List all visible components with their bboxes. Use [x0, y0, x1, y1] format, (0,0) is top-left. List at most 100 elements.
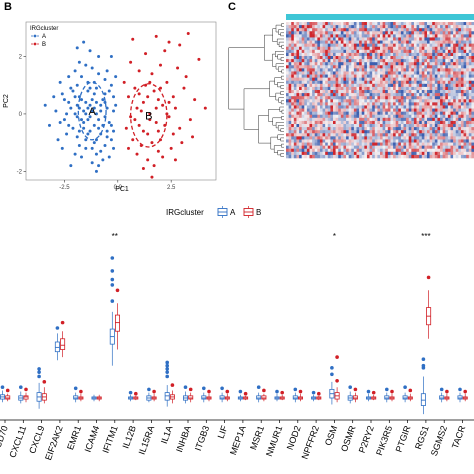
heatmap-cell — [387, 49, 391, 54]
heatmap-cell — [327, 46, 331, 51]
heatmap-cell — [447, 148, 451, 153]
heatmap-cell — [387, 151, 391, 156]
heatmap-cell — [372, 31, 376, 35]
pca-ellipse-b — [129, 83, 168, 148]
heatmap-cell — [419, 124, 423, 128]
heatmap-cell — [369, 117, 373, 122]
heatmap-cell — [364, 139, 368, 143]
heatmap-cell — [411, 49, 415, 54]
heatmap-cell — [366, 77, 370, 82]
heatmap-cell — [348, 96, 352, 100]
heatmap-cell — [353, 37, 357, 41]
heatmap-cell — [338, 71, 342, 75]
heatmap-cell — [411, 145, 415, 150]
heatmap-cell — [398, 34, 402, 38]
heatmap-cell — [419, 52, 423, 57]
heatmap-cell — [445, 124, 449, 128]
heatmap-cell — [301, 127, 305, 131]
heatmap-cell — [317, 46, 321, 51]
pca-point-b — [146, 132, 150, 136]
heatmap-cell — [440, 111, 443, 116]
heatmap-cell — [395, 56, 399, 60]
boxplot-x-tick-label-nmur1: NMUR1 — [264, 424, 284, 458]
box-nod2-b — [297, 389, 303, 402]
heatmap-cell — [403, 77, 407, 82]
heatmap-cell — [382, 80, 386, 85]
heatmap-cell — [432, 124, 436, 128]
heatmap-cell — [335, 65, 339, 69]
heatmap-cell — [471, 56, 474, 60]
heatmap-cell — [447, 136, 451, 140]
heatmap-cell — [340, 65, 344, 69]
heatmap-cell — [466, 52, 470, 57]
heatmap-cell — [293, 90, 297, 94]
box-il1a-b — [169, 383, 175, 404]
heatmap-cell — [437, 111, 441, 116]
heatmap-cell — [366, 145, 370, 150]
pca-point-b — [124, 126, 128, 130]
heatmap-cell — [343, 142, 347, 146]
heatmap-cell — [460, 124, 464, 128]
heatmap-cell — [429, 142, 433, 146]
heatmap-cell — [413, 148, 417, 153]
heatmap-cell — [434, 136, 438, 140]
heatmap-cell — [325, 111, 329, 116]
heatmap-cell — [393, 148, 396, 153]
heatmap-cell — [312, 117, 316, 122]
heatmap-cell — [390, 46, 394, 51]
heatmap-cell — [450, 102, 454, 106]
heatmap-cell — [327, 90, 331, 94]
heatmap-cell — [299, 52, 302, 57]
heatmap-cell — [442, 108, 446, 112]
heatmap-cell — [330, 136, 334, 140]
heatmap-cell — [293, 62, 297, 66]
heatmap-cell — [424, 124, 428, 128]
heatmap-cell — [348, 83, 352, 88]
box-outlier — [225, 389, 230, 394]
heatmap-cell — [406, 31, 410, 35]
heatmap-cell — [359, 86, 363, 91]
heatmap-cell — [398, 28, 402, 32]
heatmap-cell — [312, 127, 316, 131]
heatmap-cell — [408, 139, 412, 143]
heatmap-cell — [330, 49, 334, 54]
heatmap-cell — [317, 117, 321, 122]
heatmap-cell — [301, 68, 305, 72]
heatmap-cell — [356, 52, 360, 57]
heatmap-cell — [353, 139, 357, 143]
heatmap-cell — [361, 99, 365, 103]
pca-point-a — [90, 109, 94, 113]
heatmap-cell — [440, 65, 443, 69]
heatmap-cell — [385, 124, 389, 128]
heatmap-cell — [390, 99, 394, 103]
heatmap-cell — [398, 40, 402, 44]
heatmap-cell — [382, 90, 386, 94]
heatmap-cell — [327, 65, 331, 69]
heatmap-cell — [299, 111, 302, 116]
heatmap-cell — [453, 34, 457, 38]
heatmap-cell — [346, 28, 349, 32]
heatmap-cell — [312, 49, 316, 54]
heatmap-cell — [403, 102, 407, 106]
heatmap-cell — [408, 80, 412, 85]
pca-point-b — [131, 138, 135, 142]
pca-point-a — [84, 63, 88, 67]
heatmap-cell — [380, 22, 383, 26]
heatmap-cell — [312, 43, 316, 48]
heatmap-cell — [374, 142, 378, 146]
heatmap-cell — [343, 49, 347, 54]
heatmap-cell — [382, 49, 386, 54]
box-lif-a — [219, 386, 225, 403]
heatmap-cell — [304, 77, 308, 82]
heatmap-cell — [338, 102, 342, 106]
heatmap-cell — [411, 83, 415, 88]
heatmap-cell — [314, 151, 318, 156]
heatmap-cell — [458, 130, 462, 134]
heatmap-cell — [377, 142, 381, 146]
box-eif2ak2-b — [60, 320, 66, 358]
heatmap-cell — [447, 71, 451, 75]
heatmap-cell — [416, 62, 420, 66]
heatmap-cell — [351, 124, 355, 128]
heatmap-cell — [429, 65, 433, 69]
heatmap-cell — [309, 102, 313, 106]
